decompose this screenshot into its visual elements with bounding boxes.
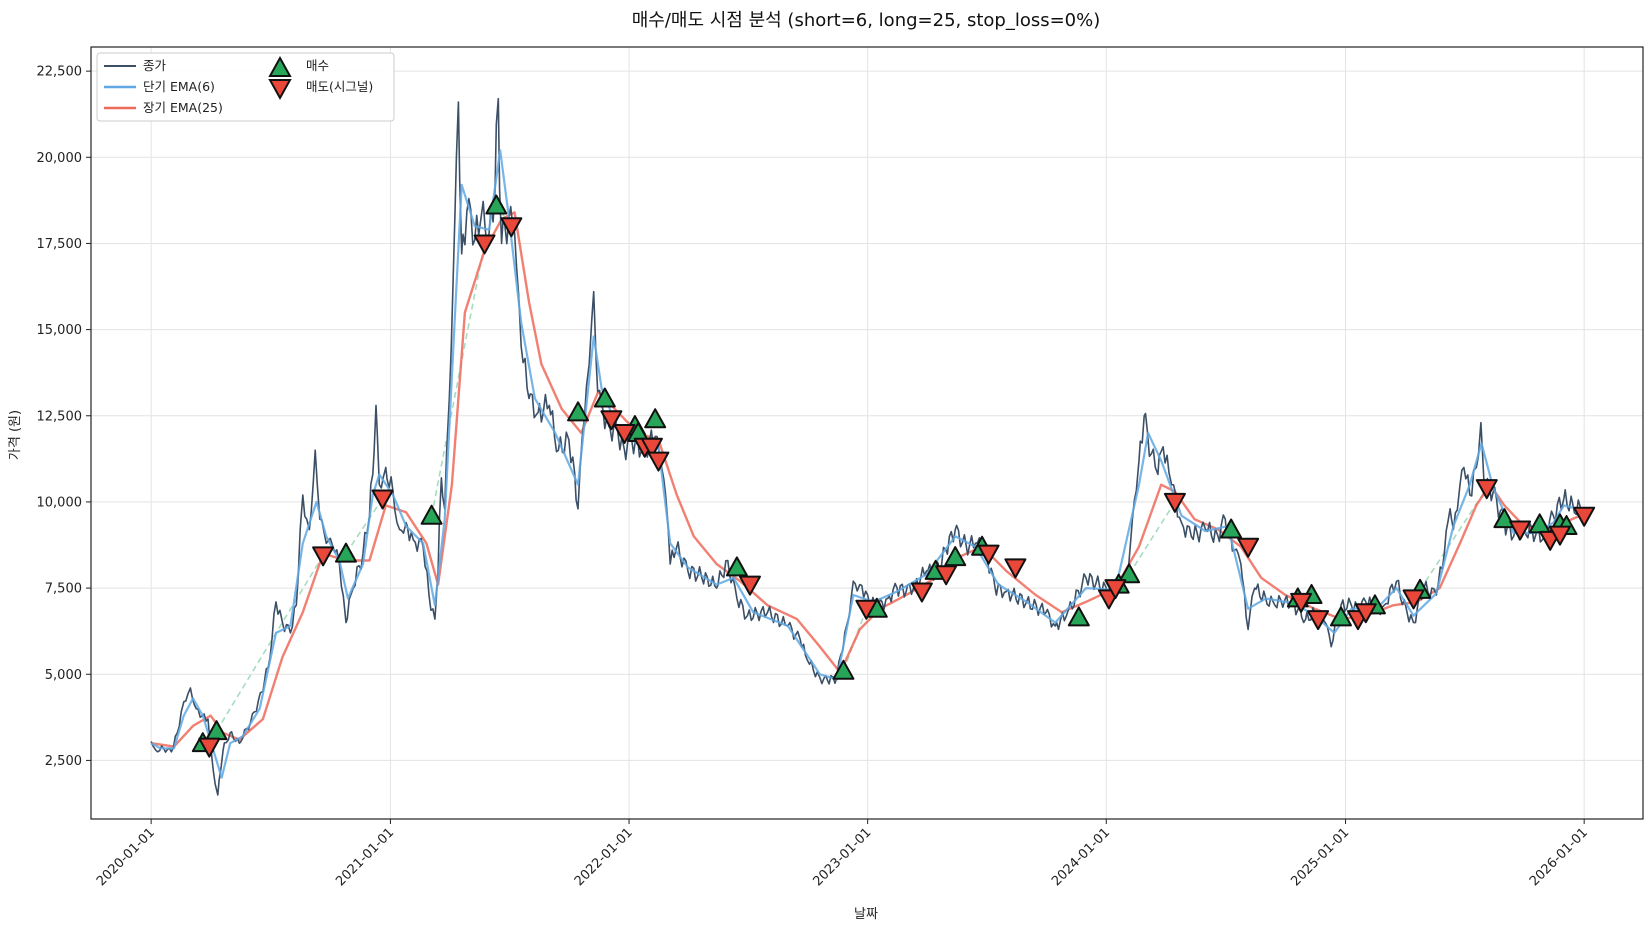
sell-marker-17 [1104,579,1127,600]
sell-marker-11 [855,599,878,620]
sell-marker-2 [371,489,394,510]
y-tick-label-20000: 20,000 [37,151,83,166]
legend-label-close: 종가 [143,58,167,73]
buy-marker-16 [1067,606,1090,627]
series-line-ema-short [150,149,1585,779]
sell-marker-6 [613,424,636,444]
y-tick-label-15000: 15,000 [37,323,83,338]
sell-marker-18 [1163,492,1186,513]
buy-marker-5 [567,401,590,422]
sell-marker-4 [500,217,523,238]
trade-link-1 [345,498,384,555]
y-axis-ticks: 2,500 5,000 7,500 10,000 12,500 15,000 17,500 2… [37,65,91,769]
sell-marker-12 [910,582,933,603]
sell-marker-23 [1354,603,1377,624]
legend-swatch-sell [268,79,292,101]
chart-title: 매수/매도 시점 분석 (short=6, long=25, stop_loss… [632,10,1101,31]
sell-marker-28 [1548,525,1571,546]
y-axis-label: 가격 (원) [8,410,23,460]
buy-marker-19 [1220,518,1243,539]
buy-marker-25 [1493,508,1516,529]
sell-marker-3 [473,234,496,255]
legend-label-sell: 매도(시그널) [306,79,373,94]
buy-marker-9 [644,408,667,429]
buy-marker-11 [832,659,855,680]
buy-marker-22 [1329,606,1352,627]
trade-markers [191,194,1596,758]
legend-swatch-buy [268,55,292,77]
sell-marker-15 [1004,558,1027,579]
sell-marker-26 [1509,520,1532,541]
y-tick-label-17500: 17,500 [37,237,83,252]
sell-marker-25 [1475,479,1498,500]
plot-area [90,46,1644,820]
sell-marker-21 [1307,610,1330,631]
sell-marker-9 [647,451,670,472]
sell-marker-20 [1290,592,1313,613]
y-tick-label-12500: 12,500 [37,409,83,424]
buy-marker-10 [725,556,748,577]
sell-marker-1 [312,546,335,567]
y-tick-label-2500: 2,500 [45,754,82,769]
legend: 종가 단기 EMA(6) 장기 EMA(25) 매수 매도(시그널) [96,52,395,122]
sell-marker-10 [738,575,761,596]
y-tick-label-7500: 7,500 [45,582,82,597]
buy-marker-2 [334,542,357,563]
sell-marker-8 [640,437,663,458]
sell-marker-5 [600,410,623,431]
sell-marker-0 [198,737,221,758]
trade-link-5 [1128,501,1176,575]
x-axis-label: 날짜 [854,907,878,922]
trade-link-2 [430,243,486,516]
plot-frame [90,46,1644,820]
y-tick-label-5000: 5,000 [45,668,82,683]
buy-marker-3 [420,504,443,525]
buy-marker-14 [944,546,967,567]
buy-marker-6 [593,387,616,408]
sell-marker-19 [1237,537,1260,558]
sell-marker-14 [977,544,1000,565]
sell-marker-13 [935,565,958,586]
y-tick-label-22500: 22,500 [37,65,83,80]
y-tick-label-10000: 10,000 [37,495,83,510]
sell-marker-24 [1402,589,1425,610]
trade-link-0 [215,554,324,732]
legend-label-ema-long: 장기 EMA(25) [143,100,223,115]
legend-label-ema-short: 단기 EMA(6) [143,79,215,94]
buy-marker-18 [1118,563,1141,584]
sell-marker-29 [1573,506,1596,527]
legend-label-buy: 매수 [306,58,329,73]
buy-marker-4 [485,194,508,215]
plot-background [91,47,1643,819]
legend-box [96,52,395,122]
